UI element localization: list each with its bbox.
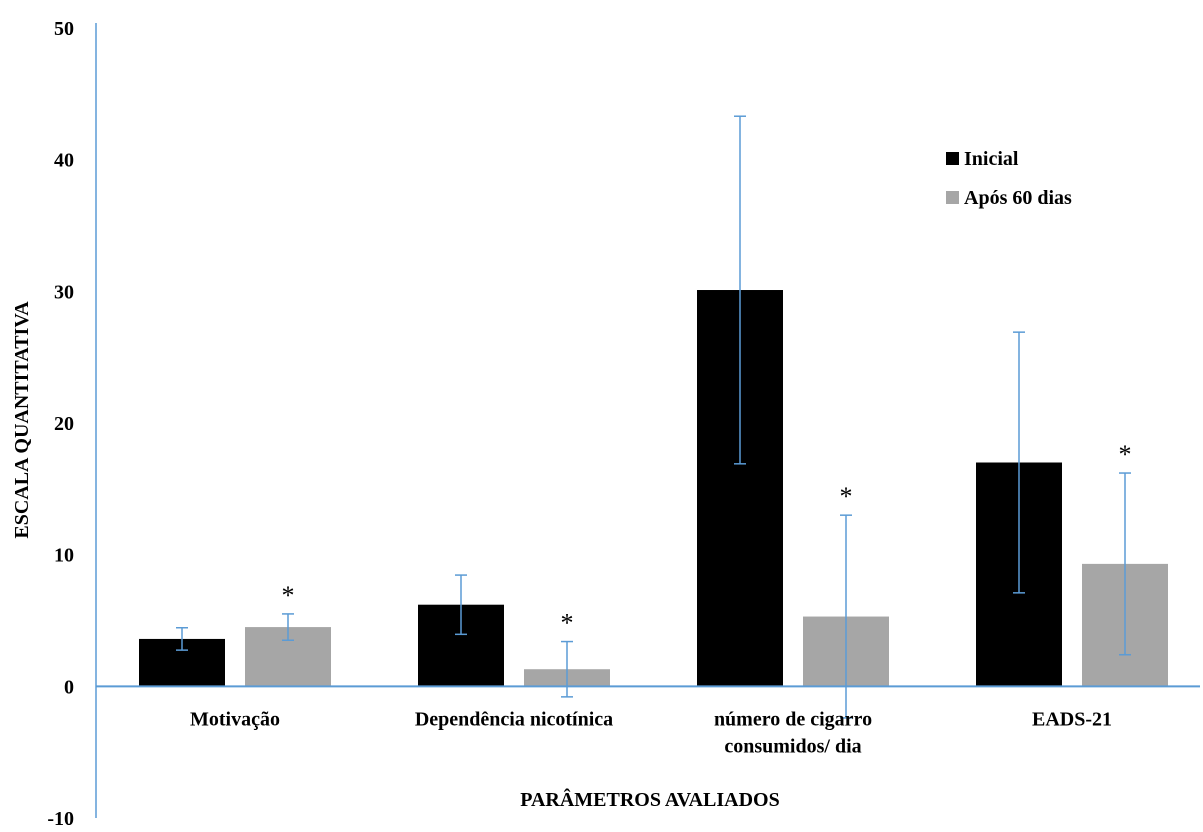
significance-asterisk: * [561,609,574,638]
y-tick-label: 40 [54,150,74,172]
legend: Inicial Após 60 dias [946,148,1072,209]
error-bar [1013,331,1025,594]
y-tick-label: 0 [64,676,74,698]
y-tick-label: 20 [54,413,74,435]
legend-swatch-inicial [946,152,959,165]
legend-label-inicial: Inicial [964,148,1019,170]
error-bar [561,640,573,698]
category-label: Dependência nicotínica [415,708,613,730]
category-label: EADS-21 [1032,708,1112,730]
category-label: Motivação [190,708,280,730]
error-bar [455,574,467,636]
error-bar [734,115,746,465]
y-tick-labels: -10 0 10 20 30 40 50 [47,18,74,830]
error-bar [1119,472,1131,656]
significance-asterisk: * [282,581,295,610]
category-labels: Motivação Dependência nicotínica número de… [190,708,1112,757]
y-tick-label: 50 [54,18,74,40]
category-label: número de cigarro consumidos/ dia [714,708,872,757]
y-tick-label: 30 [54,281,74,303]
bars [139,290,1168,687]
y-tick-label: -10 [47,808,74,830]
y-tick-label: 10 [54,545,74,567]
significance-asterisk: * [1119,440,1132,469]
significance-annotations: * * * * [282,440,1132,638]
error-bars [176,115,1131,719]
y-axis-title: ESCALA QUANTITATIVA [11,301,33,539]
error-bar [176,626,188,651]
error-bar [840,514,852,719]
legend-label-apos-60-dias: Após 60 dias [964,187,1072,209]
error-bar [282,613,294,641]
significance-asterisk: * [840,482,853,511]
x-axis-title: PARÂMETROS AVALIADOS [520,787,780,811]
legend-swatch-apos-60-dias [946,191,959,204]
